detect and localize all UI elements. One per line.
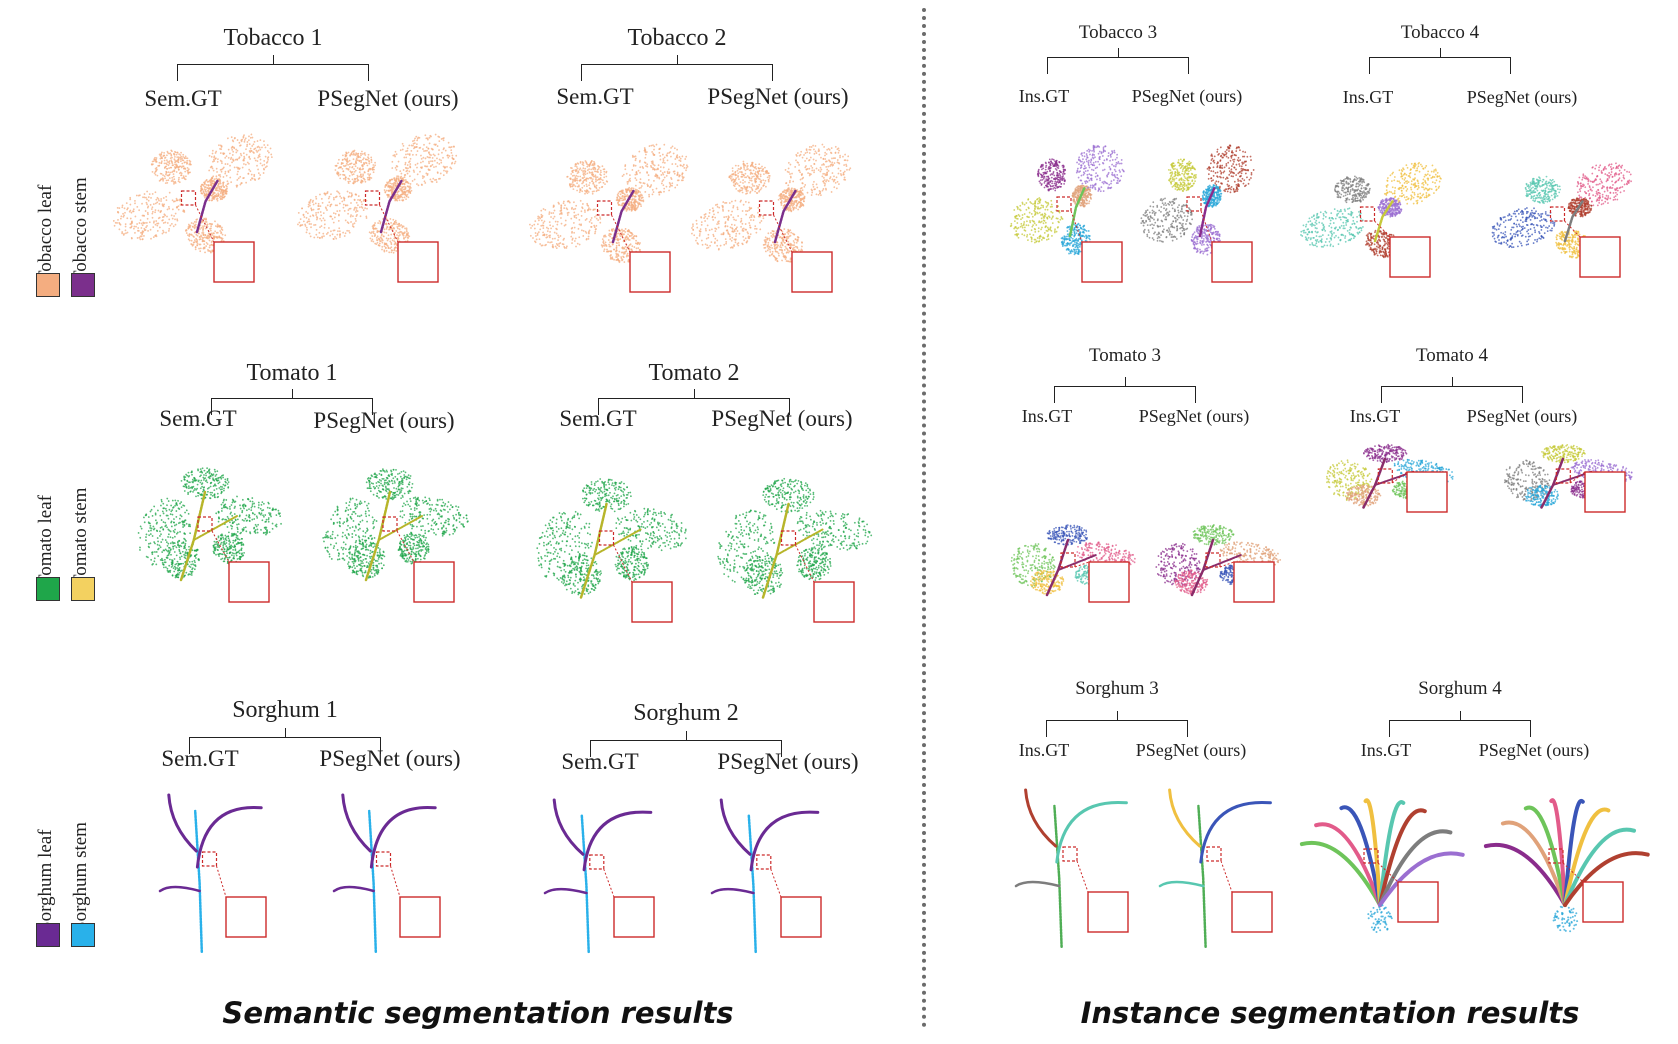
label-ground-truth: Ins.GT <box>1342 87 1394 107</box>
brace <box>211 389 373 415</box>
pointcloud-tomato-1-gt <box>133 460 293 620</box>
label-ground-truth: Sem.GT <box>559 406 637 431</box>
brace <box>590 731 782 757</box>
panel-title: Tomato 3 <box>1088 345 1162 366</box>
label-prediction: PSegNet (ours) <box>1466 406 1578 426</box>
section-divider <box>922 8 926 1028</box>
legend-tobacco-stem-label: Tobacco stem <box>70 177 91 282</box>
panel-title: Tobacco 3 <box>1078 22 1158 43</box>
pointcloud-tomato-3-pred <box>1150 520 1290 620</box>
label-prediction: PSegNet (ours) <box>1478 740 1590 760</box>
legend-tomato: Tomato leaf Tomato stem <box>30 450 100 610</box>
label-ground-truth: Sem.GT <box>161 746 239 771</box>
label-prediction: PSegNet (ours) <box>707 84 849 109</box>
brace <box>598 389 790 415</box>
label-prediction: PSegNet (ours) <box>1138 406 1250 426</box>
panel-title: Tobacco 2 <box>627 25 727 51</box>
pointcloud-sorghum-3-gt <box>1014 788 1136 950</box>
legend-sorghum-stem-label: Sorghum stem <box>70 822 91 932</box>
label-prediction: PSegNet (ours) <box>317 86 459 111</box>
legend-tobacco-leaf-label: Tobacco leaf <box>35 184 56 282</box>
legend-swatch-tobacco-leaf <box>36 273 60 297</box>
label-ground-truth: Ins.GT <box>1021 406 1073 426</box>
label-ground-truth: Sem.GT <box>144 86 222 111</box>
pointcloud-sorghum-3-pred <box>1158 788 1280 950</box>
panel-title: Tomato 4 <box>1415 345 1489 366</box>
instance-caption: Instance segmentation results <box>1080 996 1580 1030</box>
pointcloud-tobacco-3-pred <box>1140 140 1260 300</box>
label-ground-truth: Ins.GT <box>1018 86 1070 106</box>
pointcloud-tomato-4-pred <box>1498 440 1643 530</box>
pointcloud-tobacco-3-gt <box>1009 140 1130 300</box>
panel-title: Sorghum 3 <box>1075 678 1159 699</box>
pointcloud-sorghum-2-pred <box>710 798 827 955</box>
legend-sorghum-leaf-label: Sorghum leaf <box>35 829 56 932</box>
pointcloud-tomato-1-pred <box>318 460 478 620</box>
brace <box>177 55 369 81</box>
pointcloud-sorghum-1-gt <box>158 793 270 955</box>
pointcloud-tomato-2-pred <box>712 470 882 640</box>
legend-swatch-sorghum-stem <box>71 923 95 947</box>
brace <box>1381 377 1523 403</box>
brace <box>1369 48 1511 74</box>
pointcloud-sorghum-4-gt <box>1290 798 1470 940</box>
pointcloud-tomato-2-gt <box>530 470 700 640</box>
panel-title: Tomato 1 <box>246 360 338 386</box>
label-prediction: PSegNet (ours) <box>313 408 455 433</box>
legend-swatch-sorghum-leaf <box>36 923 60 947</box>
pointcloud-sorghum-2-gt <box>543 798 660 955</box>
label-ground-truth: Sem.GT <box>159 406 237 431</box>
brace <box>1047 48 1189 74</box>
panel-title: Tobacco 4 <box>1400 22 1480 43</box>
pointcloud-tobacco-1-pred <box>296 130 466 300</box>
legend-tomato-leaf-label: Tomato leaf <box>35 495 56 586</box>
label-ground-truth: Sem.GT <box>556 84 634 109</box>
pointcloud-sorghum-4-pred <box>1475 798 1655 940</box>
legend-swatch-tobacco-stem <box>71 273 95 297</box>
legend-sorghum: Sorghum leaf Sorghum stem <box>30 785 100 947</box>
panel-title: Sorghum 2 <box>633 700 739 726</box>
label-prediction: PSegNet (ours) <box>1466 87 1578 107</box>
label-ground-truth: Sem.GT <box>561 749 639 774</box>
panel-title: Tobacco 1 <box>223 25 323 51</box>
pointcloud-tobacco-4-pred <box>1490 160 1640 295</box>
label-prediction: PSegNet (ours) <box>717 749 859 774</box>
panel-title: Tomato 2 <box>648 360 740 386</box>
panel-title: Sorghum 4 <box>1418 678 1502 699</box>
pointcloud-tobacco-1-gt <box>112 130 282 300</box>
label-ground-truth: Ins.GT <box>1018 740 1070 760</box>
label-prediction: PSegNet (ours) <box>1135 740 1247 760</box>
pointcloud-tomato-3-gt <box>1005 520 1145 620</box>
pointcloud-tobacco-2-pred <box>690 140 860 310</box>
legend-swatch-tomato-leaf <box>36 577 60 601</box>
legend-swatch-tomato-stem <box>71 577 95 601</box>
label-prediction: PSegNet (ours) <box>1131 86 1243 106</box>
pointcloud-tobacco-4-gt <box>1300 160 1450 295</box>
label-ground-truth: Ins.GT <box>1349 406 1401 426</box>
brace <box>1046 711 1188 737</box>
semantic-caption: Semantic segmentation results <box>222 996 734 1030</box>
brace <box>189 728 381 754</box>
pointcloud-tomato-4-gt <box>1320 440 1465 530</box>
brace <box>1054 377 1196 403</box>
label-ground-truth: Ins.GT <box>1360 740 1412 760</box>
brace <box>1389 711 1531 737</box>
label-prediction: PSegNet (ours) <box>319 746 461 771</box>
panel-title: Sorghum 1 <box>232 697 338 723</box>
pointcloud-sorghum-1-pred <box>332 793 444 955</box>
legend-tobacco: Tobacco leaf Tobacco stem <box>30 140 100 300</box>
brace <box>581 55 773 81</box>
label-prediction: PSegNet (ours) <box>711 406 853 431</box>
pointcloud-tobacco-2-gt <box>528 140 698 310</box>
legend-tomato-stem-label: Tomato stem <box>70 487 91 586</box>
